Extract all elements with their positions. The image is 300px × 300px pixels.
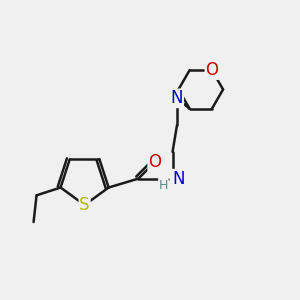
Text: S: S (80, 196, 90, 214)
Text: O: O (148, 153, 161, 171)
Text: H: H (159, 178, 168, 192)
Text: N: N (171, 89, 183, 107)
Text: O: O (206, 61, 218, 79)
Text: N: N (172, 169, 185, 188)
